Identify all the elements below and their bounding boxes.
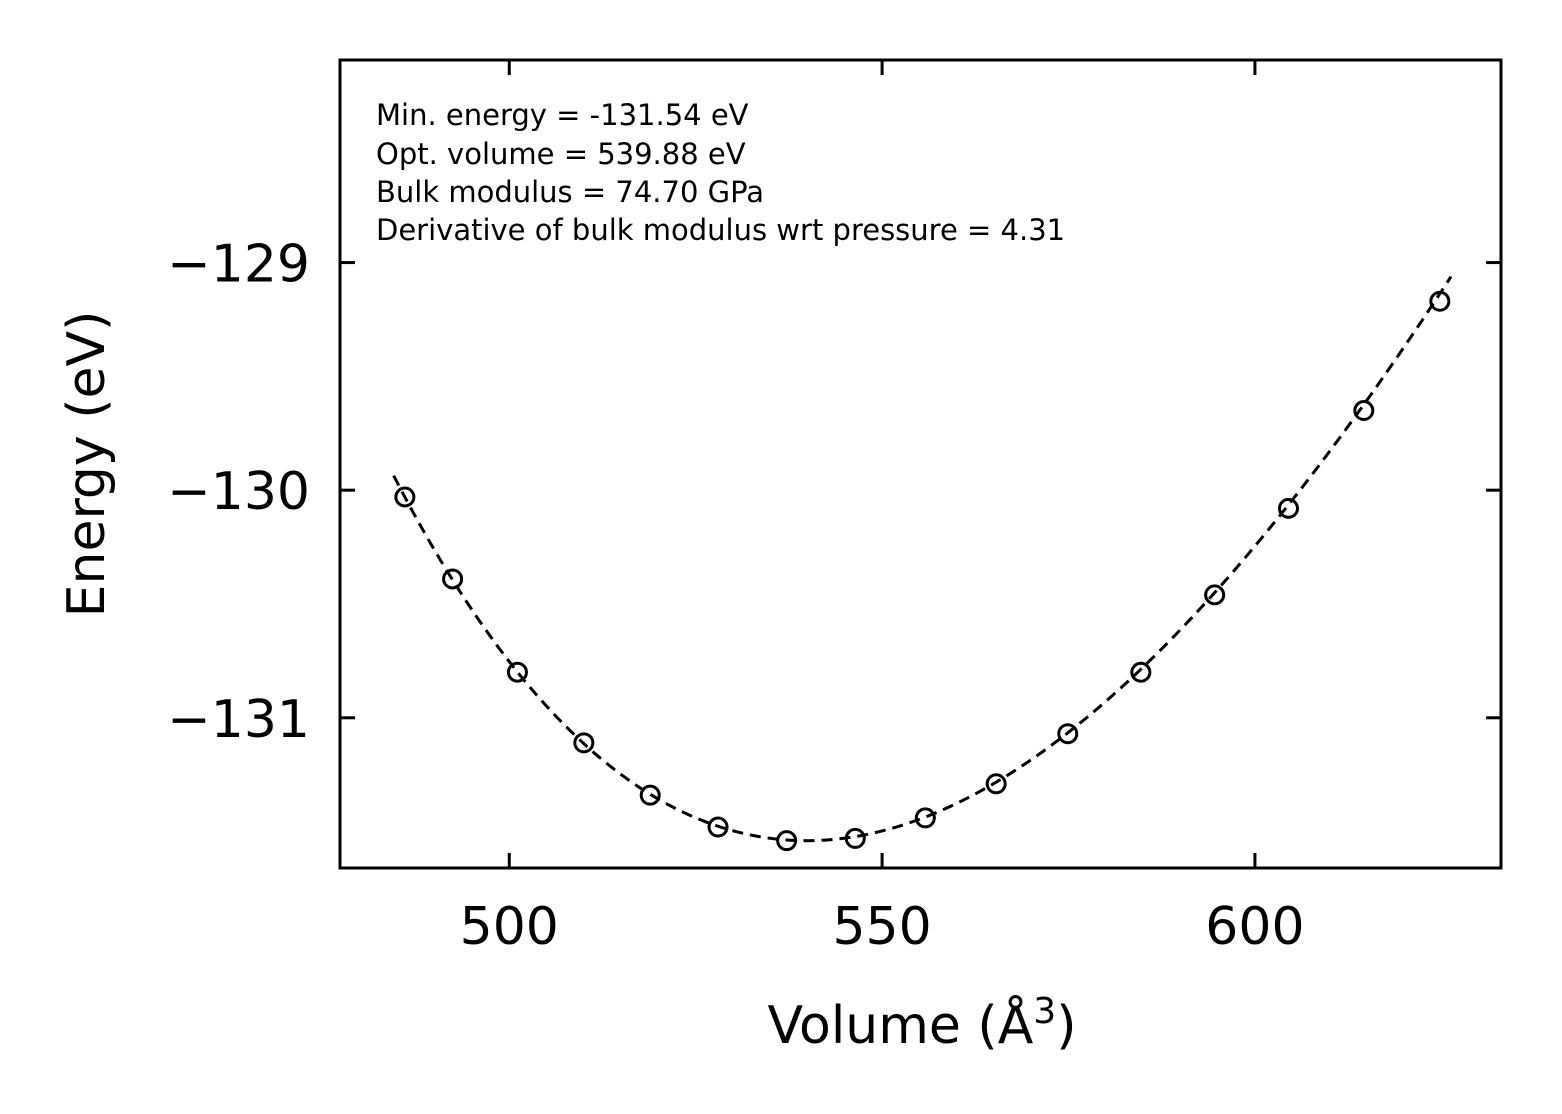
data-point	[442, 568, 464, 590]
data-point	[506, 661, 528, 683]
data-point	[776, 830, 798, 852]
data-point	[1204, 584, 1226, 606]
data-point	[394, 486, 416, 508]
data-point	[914, 807, 936, 829]
y-tick-label: −129	[167, 235, 310, 295]
x-axis-title-main: Volume (Å	[768, 994, 1034, 1056]
data-point	[639, 784, 661, 806]
annotation-min-energy: Min. energy = -131.54 eV	[376, 98, 749, 132]
y-axis-title: Energy (eV)	[57, 311, 117, 618]
annotation-block: Min. energy = -131.54 eV Opt. volume = 5…	[376, 98, 1065, 247]
data-point	[1130, 661, 1152, 683]
annotation-bulk-modulus-derivative: Derivative of bulk modulus wrt pressure …	[376, 213, 1065, 247]
fit-curve-layer	[392, 275, 1453, 843]
data-point	[1429, 290, 1451, 312]
annotation-bulk-modulus: Bulk modulus = 74.70 GPa	[376, 175, 764, 209]
x-tick-label: 600	[1205, 897, 1304, 957]
x-tick-label: 500	[460, 897, 559, 957]
data-point	[985, 773, 1007, 795]
x-tick-label: 550	[832, 897, 931, 957]
ticks-layer: 500 550 600 −129 −130 −131	[167, 60, 1501, 957]
plot-area-frame	[338, 58, 1503, 870]
data-points-layer	[394, 290, 1451, 852]
x-axis-title-suffix: )	[1056, 996, 1076, 1056]
data-point	[707, 816, 729, 838]
data-point	[573, 732, 595, 754]
x-axis-title-superscript: 3	[1033, 991, 1056, 1032]
data-point	[844, 827, 866, 849]
x-axis-title: Volume (Å3)	[768, 991, 1077, 1056]
y-tick-label: −131	[167, 690, 310, 750]
annotation-opt-volume: Opt. volume = 539.88 eV	[376, 137, 746, 171]
data-point	[1057, 723, 1079, 745]
data-point	[1353, 400, 1375, 422]
y-tick-label: −130	[167, 462, 310, 522]
fit-curve-line	[392, 275, 1453, 843]
data-point	[1277, 497, 1299, 519]
